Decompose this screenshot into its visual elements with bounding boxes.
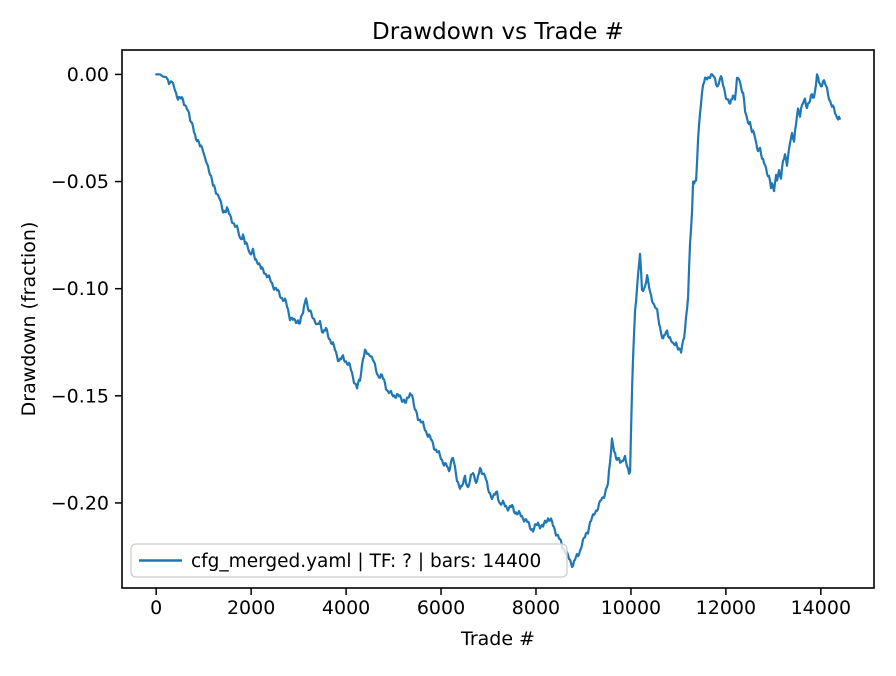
x-tick-label: 0 [150, 597, 162, 619]
y-tick-label: −0.20 [51, 492, 109, 514]
y-tick-label: −0.10 [51, 278, 109, 300]
axes-box [121, 49, 875, 589]
x-axis-ticks: 0 2000 4000 6000 8000 10000 12000 14000 [150, 588, 851, 619]
x-tick-label: 14000 [791, 597, 851, 619]
x-tick-label: 2000 [227, 597, 275, 619]
chart-title: Drawdown vs Trade # [372, 19, 624, 45]
x-tick-label: 12000 [696, 597, 756, 619]
x-tick-label: 10000 [601, 597, 661, 619]
legend: cfg_merged.yaml | TF: ? | bars: 14400 [130, 543, 568, 578]
x-axis-label: Trade # [460, 628, 535, 650]
drawdown-line [155, 73, 841, 569]
x-tick-label: 4000 [322, 597, 370, 619]
y-tick-label: −0.05 [51, 171, 109, 193]
x-tick-label: 6000 [417, 597, 465, 619]
y-tick-label: −0.15 [51, 385, 109, 407]
x-tick-label: 8000 [512, 597, 560, 619]
y-tick-label: 0.00 [67, 64, 109, 86]
y-axis-label: Drawdown (fraction) [18, 222, 40, 417]
legend-label: cfg_merged.yaml | TF: ? | bars: 14400 [191, 551, 541, 572]
legend-box [130, 543, 568, 578]
y-axis-ticks: 0.00 −0.05 −0.10 −0.15 −0.20 [51, 64, 122, 514]
